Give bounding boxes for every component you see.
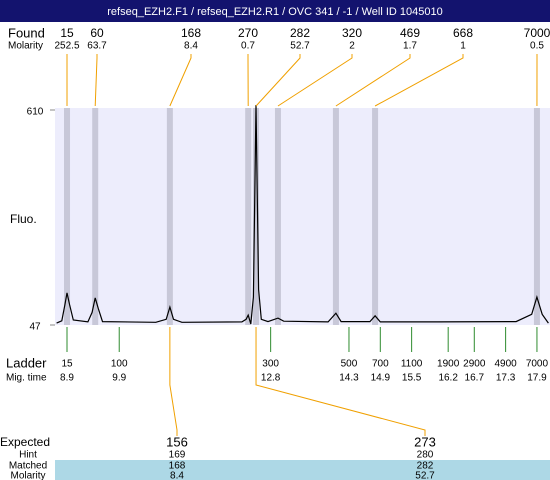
ladder-size: 500 [341, 359, 358, 370]
mig-time-label: Mig. time [6, 373, 47, 384]
found-molarity: 63.7 [87, 41, 107, 52]
peak-band [64, 108, 71, 325]
ladder-size: 300 [262, 359, 279, 370]
found-link [94, 54, 98, 107]
found-size: 282 [290, 26, 310, 40]
found-molarity: 8.4 [184, 41, 198, 52]
found-molarity: 0.5 [530, 41, 544, 52]
ladder-time: 15.5 [402, 373, 422, 384]
ladder-time: 14.9 [371, 373, 391, 384]
found-molarity: 2 [349, 41, 355, 52]
matched-label: Matched [9, 461, 47, 472]
peak-band [245, 108, 252, 325]
ladder-time: 12.8 [261, 373, 281, 384]
peak-band [274, 108, 281, 325]
ladder-size: 1100 [401, 359, 423, 370]
found-molarity: 252.5 [54, 41, 79, 52]
ladder-size: 7000 [526, 359, 549, 370]
ladder-time: 16.7 [465, 373, 485, 384]
ladder-time: 14.3 [339, 373, 359, 384]
molarity-label: Molarity [8, 41, 43, 52]
matched-size: 282 [417, 461, 434, 472]
expected-size: 156 [166, 434, 188, 449]
found-size: 270 [238, 26, 258, 40]
peak-band [92, 108, 99, 325]
expected-label: Expected [0, 435, 50, 449]
header-title: refseq_EZH2.F1 / refseq_EZH2.R1 / OVC 34… [107, 6, 442, 18]
expected-link [169, 327, 178, 436]
ladder-time: 17.3 [496, 373, 516, 384]
trace [56, 104, 549, 325]
ladder-time: 16.2 [438, 373, 458, 384]
ladder-size: 1900 [437, 359, 460, 370]
ladder-time: 8.9 [60, 373, 74, 384]
found-molarity: 1 [460, 41, 466, 52]
expected-size: 273 [414, 434, 436, 449]
peak-band [372, 108, 379, 325]
ladder-size: 100 [111, 359, 128, 370]
matched-molarity: 52.7 [415, 471, 435, 480]
y-tick-label: 47 [29, 322, 41, 333]
found-size: 668 [453, 26, 473, 40]
peak-band [332, 108, 339, 325]
matched-size: 168 [169, 461, 186, 472]
found-size: 15 [60, 26, 74, 40]
found-link [169, 54, 192, 107]
matched-rows-bg [55, 460, 550, 480]
found-label: Found [8, 25, 45, 40]
plot-area [55, 108, 550, 325]
found-size: 469 [400, 26, 420, 40]
found-link [277, 54, 353, 107]
found-size: 7000 [524, 26, 550, 40]
found-link [335, 54, 411, 107]
ladder-time: 9.9 [112, 373, 126, 384]
expected-link [255, 327, 426, 436]
molarity-row-label: Molarity [10, 471, 45, 480]
hint-label: Hint [19, 450, 37, 461]
matched-molarity: 8.4 [170, 471, 184, 480]
hint-size: 280 [417, 450, 434, 461]
hint-size: 169 [169, 450, 186, 461]
ladder-label: Ladder [6, 355, 47, 370]
ladder-time: 17.9 [527, 373, 547, 384]
y-label: Fluo. [10, 212, 37, 226]
peak-band [533, 108, 540, 325]
found-molarity: 1.7 [403, 41, 417, 52]
found-molarity: 0.7 [241, 41, 255, 52]
found-size: 168 [181, 26, 201, 40]
found-link [255, 54, 301, 107]
ladder-size: 15 [61, 359, 73, 370]
ladder-size: 2900 [463, 359, 486, 370]
ladder-size: 700 [372, 359, 389, 370]
found-size: 320 [342, 26, 362, 40]
found-molarity: 52.7 [290, 41, 310, 52]
found-link [374, 54, 464, 107]
header-bar [0, 0, 550, 22]
ladder-size: 4900 [494, 359, 517, 370]
found-size: 60 [90, 26, 104, 40]
y-tick-label: 610 [27, 107, 44, 118]
peak-band [166, 108, 173, 325]
peak-band [253, 108, 260, 325]
